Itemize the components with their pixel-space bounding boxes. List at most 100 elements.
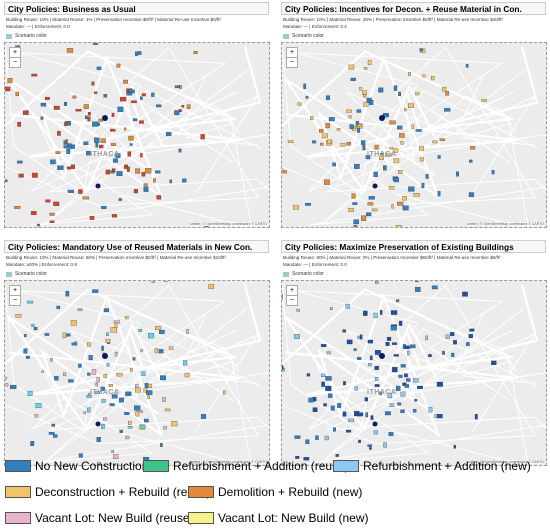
panel: City Policies: Business as Usual Building… <box>4 0 271 228</box>
building <box>434 414 438 418</box>
building <box>320 142 324 146</box>
road <box>282 46 537 207</box>
building <box>442 351 445 355</box>
building <box>92 43 99 45</box>
building <box>330 405 335 411</box>
policy-mandate: Mandate: ≥20% | Enforcement: 0.9 <box>6 262 77 267</box>
building <box>54 375 59 381</box>
building <box>389 403 395 407</box>
building <box>45 199 51 203</box>
building <box>160 375 166 381</box>
building <box>95 142 99 148</box>
building <box>357 356 362 360</box>
building <box>182 178 187 183</box>
building <box>366 212 372 217</box>
building <box>94 137 100 143</box>
road <box>285 46 539 158</box>
building <box>83 104 89 109</box>
zoom-in[interactable]: + <box>10 48 20 58</box>
building <box>353 348 357 351</box>
building <box>84 115 88 120</box>
zoom-out[interactable]: − <box>12 59 18 66</box>
building <box>333 427 336 432</box>
building <box>186 104 191 109</box>
legend-swatch <box>188 486 214 498</box>
building <box>346 339 353 345</box>
building <box>428 354 432 358</box>
building <box>342 329 346 333</box>
building <box>368 196 375 200</box>
building <box>67 189 74 193</box>
legend-label: Demolition + Rebuild (new) <box>218 485 363 499</box>
building <box>143 387 148 393</box>
building <box>91 369 97 375</box>
building <box>336 128 341 131</box>
building <box>98 118 103 122</box>
building <box>100 386 105 391</box>
building <box>324 179 330 185</box>
building <box>110 128 116 132</box>
road <box>7 315 164 432</box>
building <box>17 160 23 164</box>
building <box>431 76 435 81</box>
map: + − ITHACA Leaflet | © OpenStreetMap contri… <box>4 280 270 466</box>
road <box>294 52 504 147</box>
building <box>325 385 332 391</box>
building <box>425 335 428 341</box>
building <box>421 182 425 189</box>
landmark <box>372 183 378 189</box>
building <box>315 435 319 440</box>
legend-swatch <box>5 486 31 498</box>
zoom-in[interactable]: + <box>10 286 20 296</box>
building <box>5 383 9 387</box>
zoom-out[interactable]: − <box>289 59 295 66</box>
building <box>99 144 104 149</box>
building <box>123 79 128 84</box>
building <box>156 104 162 108</box>
building <box>45 96 50 100</box>
building <box>15 314 22 318</box>
zoom-out[interactable]: − <box>289 297 295 304</box>
legend-swatch <box>333 460 359 472</box>
scenario-swatch <box>6 33 12 39</box>
building <box>108 384 113 387</box>
scenario-label: Scenario color <box>292 33 324 39</box>
building <box>56 305 61 310</box>
building <box>359 334 363 340</box>
zoom-control: + − <box>286 285 298 306</box>
building <box>15 91 19 97</box>
building <box>160 443 163 447</box>
building <box>453 444 456 449</box>
landmark <box>379 353 385 359</box>
building <box>308 397 314 403</box>
building <box>143 183 148 187</box>
building <box>353 219 359 225</box>
policy-params: Building Reuse: 10% | Material Reuse: 1%… <box>6 17 221 22</box>
zoom-in[interactable]: + <box>287 48 297 58</box>
legend-item: Refurbishment + Addition (reuse) <box>143 459 349 473</box>
building <box>360 140 366 145</box>
building <box>397 125 403 130</box>
legend-label: Vacant Lot: New Build (new) <box>218 511 369 525</box>
building <box>444 108 451 112</box>
building <box>70 164 75 169</box>
scenario-swatch <box>283 271 289 277</box>
building <box>369 355 373 360</box>
building <box>327 393 333 398</box>
road <box>282 288 515 370</box>
building <box>168 346 174 350</box>
building <box>370 415 374 420</box>
building <box>10 384 17 389</box>
building <box>41 370 45 373</box>
building <box>393 148 399 153</box>
building <box>328 117 335 122</box>
zoom-in[interactable]: + <box>287 286 297 296</box>
attribution: Leaflet | © OpenStreetMap contributors ©… <box>189 460 267 464</box>
building <box>66 166 72 170</box>
building <box>357 124 362 127</box>
building <box>151 281 155 283</box>
zoom-out[interactable]: − <box>12 297 18 304</box>
building <box>83 141 89 146</box>
building <box>48 432 55 435</box>
building <box>133 189 138 194</box>
